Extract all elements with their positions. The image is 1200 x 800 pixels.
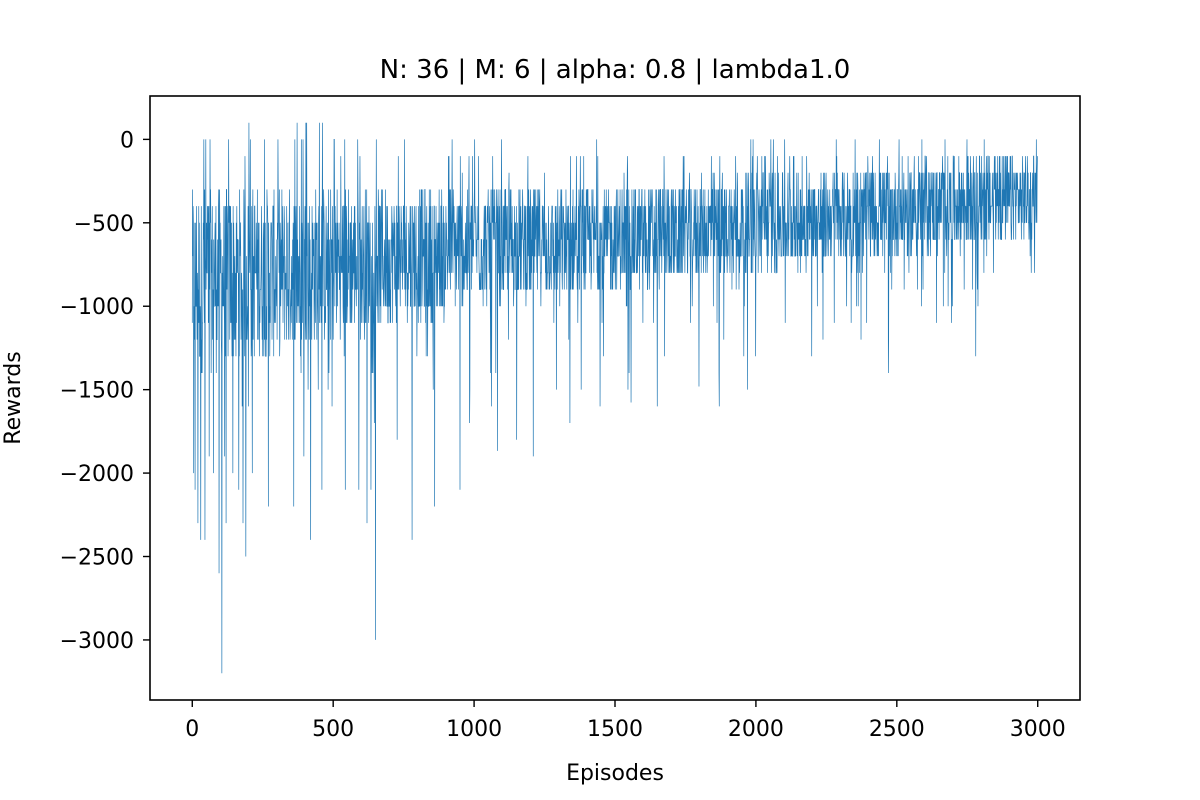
x-tick-label: 1500 xyxy=(587,717,643,742)
rewards-series-line xyxy=(191,122,1038,674)
y-tick-label: −2500 xyxy=(60,546,134,571)
y-tick-label: −3000 xyxy=(60,629,134,654)
x-axis-label: Episodes xyxy=(566,761,664,786)
x-tick-label: 2500 xyxy=(869,717,925,742)
y-tick-label: −1000 xyxy=(60,295,134,320)
x-tick-label: 0 xyxy=(185,717,199,742)
y-axis-label: Rewards xyxy=(1,351,26,444)
x-axis-ticks: 0 500 1000 1500 2000 2500 3000 xyxy=(185,700,1066,742)
chart-title: N: 36 | M: 6 | alpha: 0.8 | lambda1.0 xyxy=(380,55,851,85)
y-tick-label: −1500 xyxy=(60,379,134,404)
x-tick-label: 3000 xyxy=(1010,717,1066,742)
series-layer xyxy=(191,122,1038,674)
plot-area xyxy=(149,95,1081,701)
y-tick-label: 0 xyxy=(120,128,134,153)
x-tick-label: 500 xyxy=(312,717,354,742)
y-tick-label: −500 xyxy=(74,212,134,237)
x-tick-label: 2000 xyxy=(728,717,784,742)
y-axis-ticks: 0 −500 −1000 −1500 −2000 −2500 −3000 xyxy=(60,128,150,654)
x-tick-label: 1000 xyxy=(446,717,502,742)
axes-frame xyxy=(150,96,1080,700)
y-tick-label: −2000 xyxy=(60,462,134,487)
